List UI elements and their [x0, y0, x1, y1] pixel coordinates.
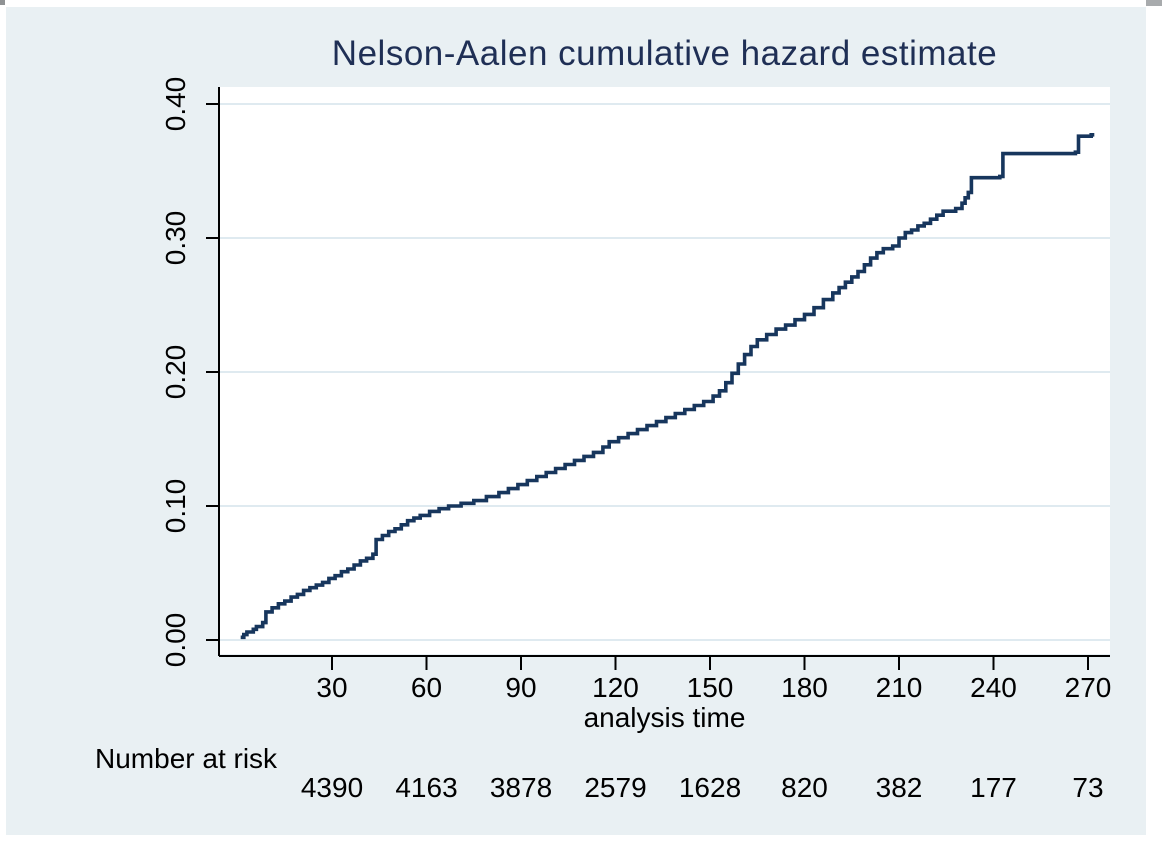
risk-count: 1628	[678, 772, 742, 803]
y-tick-label: 0.00	[160, 612, 191, 668]
risk-count: 73	[1072, 772, 1104, 803]
x-axis-title: analysis time	[583, 702, 746, 733]
x-tick-label: 90	[505, 672, 537, 703]
risk-count: 382	[875, 772, 923, 803]
y-tick-label: 0.40	[160, 76, 191, 132]
risk-count: 4390	[300, 772, 364, 803]
screenshot-corner-mark-left	[0, 0, 5, 5]
risk-count: 2579	[584, 772, 647, 803]
x-tick-label: 210	[875, 672, 923, 703]
x-tick-label: 150	[686, 672, 734, 703]
screenshot-corner-mark-right	[1146, 0, 1162, 6]
y-tick-label: 0.10	[160, 478, 191, 534]
number-at-risk-label: Number at risk	[95, 743, 278, 774]
risk-count: 4163	[395, 772, 458, 803]
x-tick-label: 270	[1064, 672, 1112, 703]
x-tick-label: 120	[592, 672, 639, 703]
risk-count: 820	[781, 772, 828, 803]
risk-count: 3878	[489, 772, 553, 803]
hazard-curve	[240, 133, 1095, 640]
x-tick-label: 60	[410, 672, 443, 703]
x-tick-label: 30	[316, 672, 348, 703]
x-tick-label: 180	[781, 672, 828, 703]
risk-count: 177	[970, 772, 1017, 803]
y-tick-label: 0.30	[160, 210, 191, 266]
x-tick-label: 240	[970, 672, 1017, 703]
chart-title: Nelson-Aalen cumulative hazard estimate	[331, 34, 998, 73]
y-tick-label: 0.20	[160, 344, 191, 400]
